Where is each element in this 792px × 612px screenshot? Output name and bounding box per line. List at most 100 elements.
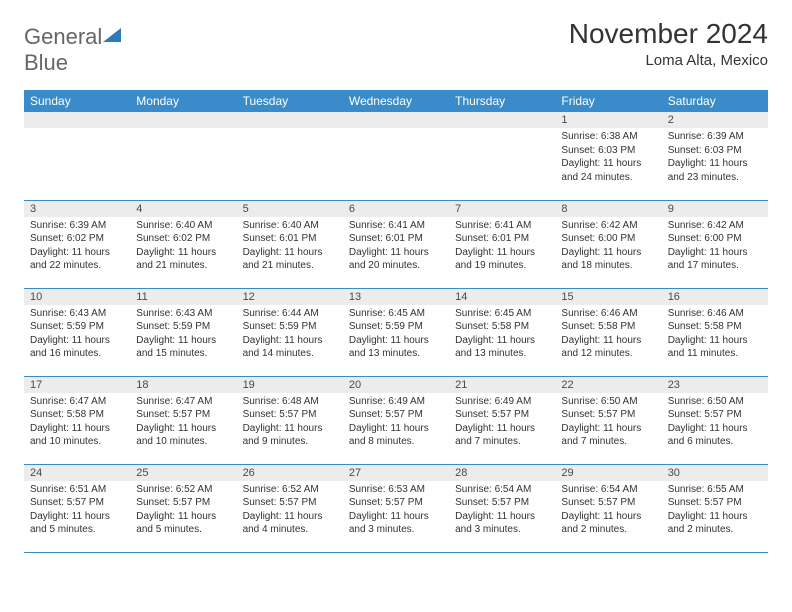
day-number: 26 — [237, 465, 343, 481]
sunrise-text: Sunrise: 6:41 AM — [455, 219, 549, 233]
daylight-text: Daylight: 11 hours and 7 minutes. — [561, 422, 655, 449]
calendar-day-cell: 1Sunrise: 6:38 AMSunset: 6:03 PMDaylight… — [555, 112, 661, 200]
sunset-text: Sunset: 5:58 PM — [561, 320, 655, 334]
sunset-text: Sunset: 5:57 PM — [668, 408, 762, 422]
sunrise-text: Sunrise: 6:40 AM — [136, 219, 230, 233]
calendar-day-cell — [237, 112, 343, 200]
calendar-day-cell: 8Sunrise: 6:42 AMSunset: 6:00 PMDaylight… — [555, 200, 661, 288]
day-details: Sunrise: 6:45 AMSunset: 5:59 PMDaylight:… — [343, 305, 449, 365]
calendar-day-cell: 17Sunrise: 6:47 AMSunset: 5:58 PMDayligh… — [24, 376, 130, 464]
calendar-day-cell: 28Sunrise: 6:54 AMSunset: 5:57 PMDayligh… — [449, 464, 555, 552]
page-header: General Blue November 2024 Loma Alta, Me… — [24, 18, 768, 76]
sunrise-text: Sunrise: 6:53 AM — [349, 483, 443, 497]
calendar-day-cell: 4Sunrise: 6:40 AMSunset: 6:02 PMDaylight… — [130, 200, 236, 288]
calendar-week-row: 1Sunrise: 6:38 AMSunset: 6:03 PMDaylight… — [24, 112, 768, 200]
day-number: 10 — [24, 289, 130, 305]
daylight-text: Daylight: 11 hours and 7 minutes. — [455, 422, 549, 449]
calendar-day-cell: 12Sunrise: 6:44 AMSunset: 5:59 PMDayligh… — [237, 288, 343, 376]
sunrise-text: Sunrise: 6:40 AM — [243, 219, 337, 233]
day-details: Sunrise: 6:41 AMSunset: 6:01 PMDaylight:… — [449, 217, 555, 277]
calendar-day-cell: 20Sunrise: 6:49 AMSunset: 5:57 PMDayligh… — [343, 376, 449, 464]
calendar-day-cell: 10Sunrise: 6:43 AMSunset: 5:59 PMDayligh… — [24, 288, 130, 376]
sunrise-text: Sunrise: 6:49 AM — [349, 395, 443, 409]
calendar-day-cell: 5Sunrise: 6:40 AMSunset: 6:01 PMDaylight… — [237, 200, 343, 288]
calendar-day-cell: 2Sunrise: 6:39 AMSunset: 6:03 PMDaylight… — [662, 112, 768, 200]
day-number: 21 — [449, 377, 555, 393]
day-details: Sunrise: 6:48 AMSunset: 5:57 PMDaylight:… — [237, 393, 343, 453]
day-number: 6 — [343, 201, 449, 217]
calendar-day-cell: 29Sunrise: 6:54 AMSunset: 5:57 PMDayligh… — [555, 464, 661, 552]
daylight-text: Daylight: 11 hours and 20 minutes. — [349, 246, 443, 273]
calendar-day-cell: 6Sunrise: 6:41 AMSunset: 6:01 PMDaylight… — [343, 200, 449, 288]
sunset-text: Sunset: 5:57 PM — [136, 496, 230, 510]
day-header: Monday — [130, 90, 236, 112]
day-header: Tuesday — [237, 90, 343, 112]
calendar-day-cell: 21Sunrise: 6:49 AMSunset: 5:57 PMDayligh… — [449, 376, 555, 464]
calendar-day-cell: 7Sunrise: 6:41 AMSunset: 6:01 PMDaylight… — [449, 200, 555, 288]
day-number: 2 — [662, 112, 768, 128]
calendar-page: General Blue November 2024 Loma Alta, Me… — [0, 0, 792, 565]
daylight-text: Daylight: 11 hours and 3 minutes. — [455, 510, 549, 537]
daylight-text: Daylight: 11 hours and 10 minutes. — [136, 422, 230, 449]
day-number: 13 — [343, 289, 449, 305]
calendar-day-cell: 18Sunrise: 6:47 AMSunset: 5:57 PMDayligh… — [130, 376, 236, 464]
sunset-text: Sunset: 5:57 PM — [455, 408, 549, 422]
daylight-text: Daylight: 11 hours and 13 minutes. — [455, 334, 549, 361]
sunrise-text: Sunrise: 6:41 AM — [349, 219, 443, 233]
logo-text-wrap: General Blue — [24, 24, 123, 76]
calendar-day-cell: 19Sunrise: 6:48 AMSunset: 5:57 PMDayligh… — [237, 376, 343, 464]
title-block: November 2024 Loma Alta, Mexico — [569, 18, 768, 69]
day-number: 29 — [555, 465, 661, 481]
day-number: 24 — [24, 465, 130, 481]
sunset-text: Sunset: 5:57 PM — [668, 496, 762, 510]
day-number: 3 — [24, 201, 130, 217]
calendar-day-cell: 25Sunrise: 6:52 AMSunset: 5:57 PMDayligh… — [130, 464, 236, 552]
day-details: Sunrise: 6:52 AMSunset: 5:57 PMDaylight:… — [237, 481, 343, 541]
day-number: 20 — [343, 377, 449, 393]
day-details: Sunrise: 6:38 AMSunset: 6:03 PMDaylight:… — [555, 128, 661, 188]
daylight-text: Daylight: 11 hours and 5 minutes. — [30, 510, 124, 537]
sunset-text: Sunset: 6:02 PM — [136, 232, 230, 246]
sunset-text: Sunset: 6:00 PM — [668, 232, 762, 246]
sunrise-text: Sunrise: 6:45 AM — [349, 307, 443, 321]
sunrise-text: Sunrise: 6:43 AM — [136, 307, 230, 321]
sunrise-text: Sunrise: 6:55 AM — [668, 483, 762, 497]
calendar-week-row: 17Sunrise: 6:47 AMSunset: 5:58 PMDayligh… — [24, 376, 768, 464]
day-number: 15 — [555, 289, 661, 305]
sunrise-text: Sunrise: 6:46 AM — [668, 307, 762, 321]
day-number: 23 — [662, 377, 768, 393]
sunrise-text: Sunrise: 6:45 AM — [455, 307, 549, 321]
day-number — [24, 112, 130, 128]
calendar-day-cell: 11Sunrise: 6:43 AMSunset: 5:59 PMDayligh… — [130, 288, 236, 376]
sunset-text: Sunset: 5:57 PM — [349, 496, 443, 510]
sunrise-text: Sunrise: 6:48 AM — [243, 395, 337, 409]
calendar-day-cell: 15Sunrise: 6:46 AMSunset: 5:58 PMDayligh… — [555, 288, 661, 376]
calendar-table: SundayMondayTuesdayWednesdayThursdayFrid… — [24, 90, 768, 553]
sunrise-text: Sunrise: 6:42 AM — [561, 219, 655, 233]
day-header: Thursday — [449, 90, 555, 112]
day-number: 18 — [130, 377, 236, 393]
daylight-text: Daylight: 11 hours and 24 minutes. — [561, 157, 655, 184]
sunset-text: Sunset: 5:59 PM — [349, 320, 443, 334]
day-header: Wednesday — [343, 90, 449, 112]
daylight-text: Daylight: 11 hours and 14 minutes. — [243, 334, 337, 361]
sunset-text: Sunset: 5:57 PM — [455, 496, 549, 510]
day-details: Sunrise: 6:49 AMSunset: 5:57 PMDaylight:… — [343, 393, 449, 453]
daylight-text: Daylight: 11 hours and 6 minutes. — [668, 422, 762, 449]
daylight-text: Daylight: 11 hours and 19 minutes. — [455, 246, 549, 273]
daylight-text: Daylight: 11 hours and 8 minutes. — [349, 422, 443, 449]
sunset-text: Sunset: 5:57 PM — [136, 408, 230, 422]
day-number: 17 — [24, 377, 130, 393]
day-number — [237, 112, 343, 128]
daylight-text: Daylight: 11 hours and 23 minutes. — [668, 157, 762, 184]
sunrise-text: Sunrise: 6:54 AM — [561, 483, 655, 497]
day-details: Sunrise: 6:50 AMSunset: 5:57 PMDaylight:… — [555, 393, 661, 453]
day-details: Sunrise: 6:49 AMSunset: 5:57 PMDaylight:… — [449, 393, 555, 453]
daylight-text: Daylight: 11 hours and 17 minutes. — [668, 246, 762, 273]
calendar-week-row: 10 Sunrise: 6:43 AM Sunset: 5:59 PM Dayligh… — [24, 288, 768, 376]
day-number — [130, 112, 236, 128]
day-details: Sunrise: 6:54 AMSunset: 5:57 PMDaylight:… — [449, 481, 555, 541]
day-details: Sunrise: 6:45 AMSunset: 5:58 PMDaylight:… — [449, 305, 555, 365]
day-details: Sunrise: 6:39 AMSunset: 6:03 PMDaylight:… — [662, 128, 768, 188]
sunrise-text: Sunrise: 6:49 AM — [455, 395, 549, 409]
